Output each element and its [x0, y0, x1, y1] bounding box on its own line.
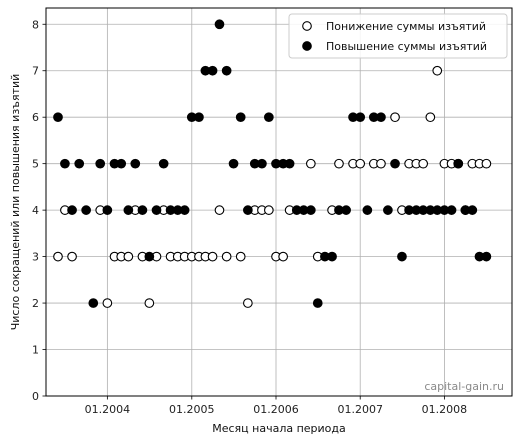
- data-point-decrease: [67, 251, 77, 262]
- data-point-increase: [95, 158, 106, 169]
- data-point-decrease: [263, 205, 274, 215]
- data-point-decrease: [123, 251, 134, 262]
- data-point-increase: [446, 205, 457, 215]
- data-point-increase: [74, 158, 85, 169]
- y-tick-label: 1: [32, 344, 39, 357]
- data-point-decrease: [278, 251, 289, 262]
- data-point-decrease: [432, 65, 443, 76]
- data-point-decrease: [53, 251, 63, 262]
- legend-open-circle-icon: [302, 21, 312, 31]
- data-point-increase: [305, 205, 316, 215]
- data-point-increase: [88, 298, 99, 308]
- data-point-increase: [214, 19, 225, 30]
- data-point-increase: [390, 158, 400, 169]
- data-point-increase: [179, 205, 190, 215]
- data-point-decrease: [390, 112, 400, 123]
- x-axis-ticks: 01.2004 01.2005 01.2006 01.2007 01.2008: [85, 396, 468, 416]
- y-tick-label: 6: [32, 111, 39, 124]
- data-point-decrease: [355, 158, 366, 169]
- data-point-decrease: [207, 251, 218, 262]
- x-tick-label: 01.2004: [85, 403, 131, 416]
- data-point-increase: [53, 112, 63, 123]
- data-point-increase: [263, 112, 274, 123]
- x-tick-label: 01.2008: [422, 403, 468, 416]
- data-point-increase: [453, 158, 464, 169]
- data-point-increase: [144, 251, 155, 262]
- data-point-increase: [235, 112, 246, 123]
- data-point-decrease: [243, 298, 253, 308]
- data-point-increase: [102, 205, 113, 215]
- data-point-increase: [355, 112, 366, 123]
- data-point-increase: [130, 158, 141, 169]
- data-point-increase: [481, 251, 492, 262]
- data-point-decrease: [221, 251, 232, 262]
- data-point-increase: [341, 205, 351, 215]
- y-tick-label: 7: [32, 65, 39, 78]
- y-tick-label: 4: [32, 204, 39, 217]
- data-point-increase: [123, 205, 134, 215]
- data-point-increase: [228, 158, 239, 169]
- data-point-increase: [116, 158, 127, 169]
- data-points: [53, 19, 492, 308]
- data-point-increase: [327, 251, 337, 262]
- data-point-decrease: [418, 158, 429, 169]
- y-axis-ticks: 0 1 2 3 4 5 6 7 8: [32, 18, 46, 403]
- watermark-text: capital-gain.ru: [424, 380, 504, 393]
- y-tick-label: 0: [32, 390, 39, 403]
- data-point-decrease: [425, 112, 436, 123]
- legend-label-decrease: Понижение суммы изъятий: [326, 20, 486, 33]
- grid-lines: [46, 8, 512, 397]
- data-point-decrease: [144, 298, 155, 308]
- data-point-decrease: [334, 158, 344, 169]
- x-tick-label: 01.2006: [253, 403, 299, 416]
- data-point-increase: [243, 205, 253, 215]
- data-point-increase: [221, 65, 232, 76]
- data-point-increase: [397, 251, 407, 262]
- legend-filled-circle-icon: [302, 41, 312, 51]
- data-point-increase: [207, 65, 218, 76]
- data-point-increase: [467, 205, 478, 215]
- data-point-increase: [257, 158, 267, 169]
- legend-box: [288, 13, 508, 59]
- data-point-decrease: [481, 158, 492, 169]
- y-tick-label: 8: [32, 18, 39, 31]
- data-point-increase: [151, 205, 162, 215]
- x-tick-label: 01.2005: [169, 403, 215, 416]
- data-point-increase: [158, 158, 169, 169]
- x-tick-label: 01.2007: [337, 403, 383, 416]
- y-tick-label: 2: [32, 297, 39, 310]
- data-point-increase: [383, 205, 393, 215]
- data-point-decrease: [102, 298, 113, 308]
- data-point-decrease: [214, 205, 225, 215]
- data-point-increase: [60, 158, 70, 169]
- y-tick-label: 3: [32, 251, 39, 264]
- data-point-increase: [362, 205, 373, 215]
- data-point-increase: [312, 298, 323, 308]
- y-tick-label: 5: [32, 158, 39, 171]
- data-point-increase: [137, 205, 148, 215]
- legend: Понижение суммы изъятий Повышение суммы …: [288, 13, 508, 59]
- plot-frame: [45, 7, 513, 397]
- data-point-increase: [376, 112, 386, 123]
- data-point-decrease: [376, 158, 386, 169]
- y-axis-label: Число сокращений или повышения изъятий: [9, 74, 22, 331]
- x-axis-label: Месяц начала периода: [212, 422, 346, 435]
- data-point-decrease: [235, 251, 246, 262]
- data-point-increase: [67, 205, 77, 215]
- data-point-decrease: [305, 158, 316, 169]
- data-point-increase: [284, 158, 295, 169]
- data-point-increase: [194, 112, 204, 123]
- data-point-increase: [81, 205, 91, 215]
- legend-label-increase: Повышение суммы изъятий: [326, 40, 487, 53]
